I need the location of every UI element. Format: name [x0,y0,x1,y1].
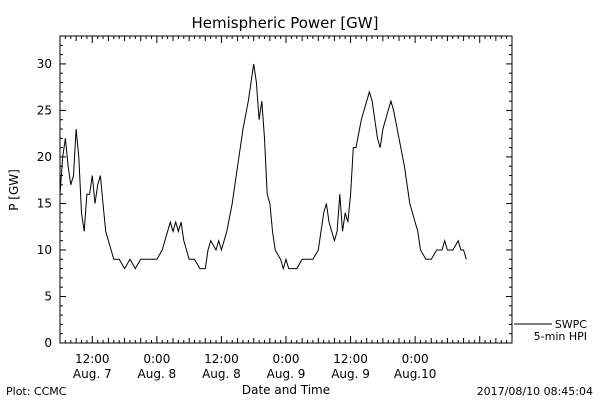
footer-timestamp: 2017/08/10 08:45:04 [477,385,593,398]
y-tick-label: 10 [37,243,52,257]
x-tick-label-date: Aug. 7 [73,367,112,381]
x-tick-label-date: Aug. 8 [202,367,241,381]
plot-frame [59,35,513,344]
y-tick-label: 25 [37,103,52,117]
chart-title: Hemispheric Power [GW] [192,14,379,32]
legend: SWPC 5-min HPI [514,318,587,343]
x-tick-label-time: 0:00 [273,352,300,366]
series-group [59,63,467,271]
y-tick-label: 15 [37,196,52,210]
x-tick-label-time: 0:00 [143,352,170,366]
y-tick-label: 5 [44,289,52,303]
y-tick-label: 0 [44,336,52,350]
x-tick-label-time: 12:00 [333,352,368,366]
y-axis-label: P [GW] [7,169,21,211]
x-axis-label: Date and Time [242,383,330,397]
x-tick-label-time: 0:00 [402,352,429,366]
x-tick-label-date: Aug. 9 [331,367,370,381]
x-tick-label-date: Aug.10 [394,367,437,381]
y-tick-label: 30 [37,57,52,71]
legend-label-line1: SWPC [555,318,587,331]
x-tick-label-time: 12:00 [75,352,110,366]
legend-label-line2: 5-min HPI [534,330,587,343]
x-tick-label-time: 12:00 [204,352,239,366]
footer-credit: Plot: CCMC [6,385,67,398]
y-tick-label: 20 [37,150,52,164]
series-line-0 [59,63,467,271]
x-tick-label-date: Aug. 9 [267,367,306,381]
y-axis: 0 5 10 15 20 25 30 [37,35,512,350]
x-tick-label-date: Aug. 8 [138,367,177,381]
